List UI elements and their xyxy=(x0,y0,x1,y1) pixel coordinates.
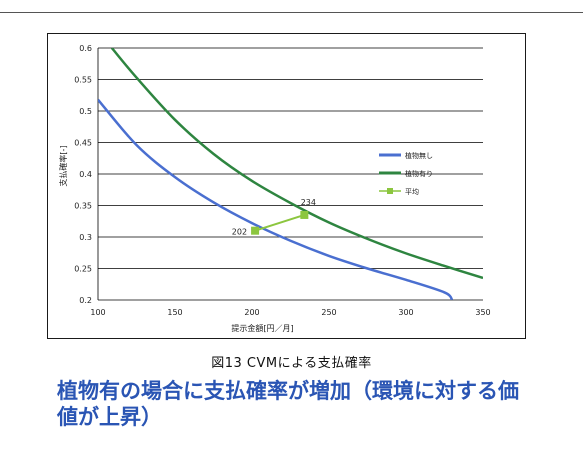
top-divider xyxy=(0,12,583,13)
headline-line-2: 値が上昇） xyxy=(57,405,162,429)
x-tick-label: 150 xyxy=(167,308,182,317)
tick-labels: 0.2 0.25 0.3 0.35 0.4 0.45 0.5 0.55 0.6 100 150 200… xyxy=(74,44,490,317)
x-tick-label: 250 xyxy=(321,308,336,317)
average-point-label: 202 xyxy=(232,228,247,237)
x-tick-label: 300 xyxy=(398,308,413,317)
y-tick-label: 0.4 xyxy=(79,170,92,179)
series-line-2 xyxy=(110,48,483,280)
y-tick-label: 0.45 xyxy=(74,139,92,148)
series-line-1 xyxy=(98,98,454,300)
x-tick-label: 100 xyxy=(90,308,105,317)
y-axis-title: 支払確率[-] xyxy=(58,145,68,186)
x-tick-label: 200 xyxy=(244,308,259,317)
y-tick-label: 0.5 xyxy=(79,107,92,116)
y-tick-label: 0.2 xyxy=(79,296,92,305)
y-tick-label: 0.35 xyxy=(74,202,92,211)
legend-label: 植物有り xyxy=(405,169,433,178)
y-tick-label: 0.25 xyxy=(74,265,92,274)
average-point-label: 234 xyxy=(301,198,316,207)
legend-label: 植物無し xyxy=(405,151,433,160)
headline-line-1: 植物有の場合に支払確率が増加（環境に対する価 xyxy=(57,379,519,403)
x-tick-label: 350 xyxy=(475,308,490,317)
y-tick-label: 0.3 xyxy=(79,233,92,242)
average-point-marker xyxy=(251,226,260,235)
x-axis-title: 提示金額[円／月] xyxy=(231,323,293,333)
grid-lines xyxy=(97,47,483,301)
legend-label: 平均 xyxy=(405,187,419,196)
legend-marker xyxy=(387,188,393,194)
headline: 植物有の場合に支払確率が増加（環境に対する価 値が上昇） xyxy=(57,378,567,430)
y-tick-label: 0.55 xyxy=(74,76,92,85)
average-point-marker xyxy=(300,210,309,219)
series-lines: 202 234 xyxy=(98,48,483,300)
y-tick-label: 0.6 xyxy=(79,44,92,53)
chart-frame xyxy=(47,33,526,339)
series-line-3 xyxy=(254,213,305,232)
figure-caption: 図13 CVMによる支払確率 xyxy=(211,356,372,371)
